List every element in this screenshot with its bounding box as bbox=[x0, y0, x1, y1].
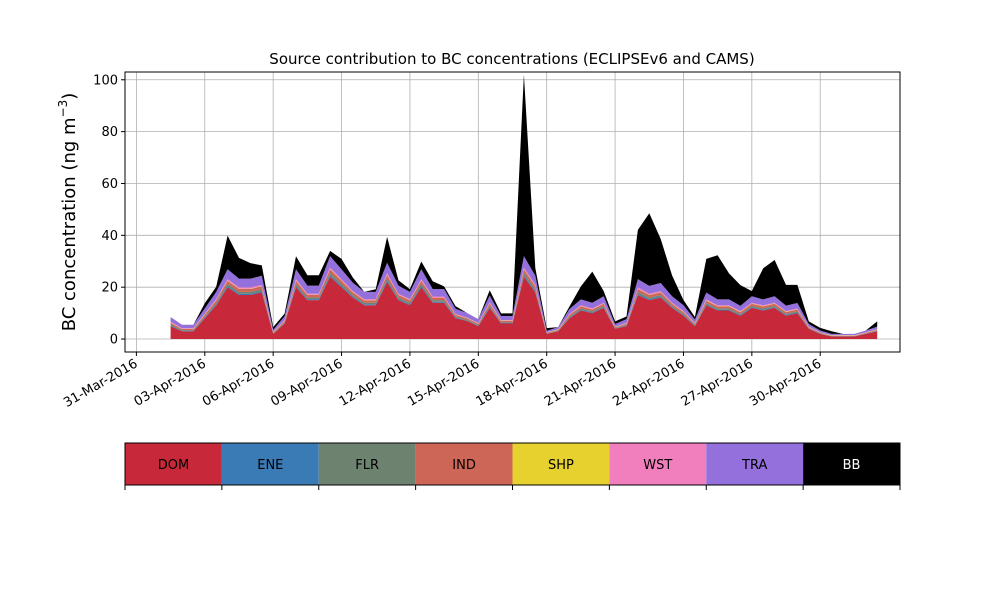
y-tick-label: 60 bbox=[101, 177, 118, 192]
legend-label-wst: WST bbox=[643, 458, 672, 473]
legend-swatch-bb bbox=[803, 443, 900, 485]
plot-frame bbox=[124, 71, 901, 353]
y-tick-label: 20 bbox=[101, 281, 118, 296]
legend-swatch-shp bbox=[512, 443, 610, 485]
legend-label-flr: FLR bbox=[355, 458, 379, 473]
legend-swatch-flr bbox=[318, 443, 416, 485]
legend-label-ind: IND bbox=[452, 458, 476, 473]
area-series-bb bbox=[170, 74, 878, 334]
legend: DOM ENE FLR IND SHP WST TRA BB bbox=[124, 442, 901, 490]
area-series-dom bbox=[170, 276, 878, 339]
legend-swatch-tra bbox=[706, 443, 804, 485]
legend-swatch-ene bbox=[221, 443, 319, 485]
legend-swatch-dom bbox=[125, 443, 222, 485]
stacked-areas bbox=[170, 74, 878, 339]
y-tick-label: 0 bbox=[110, 333, 118, 348]
y-axis-label-end: ) bbox=[59, 93, 80, 100]
legend-swatch-ind bbox=[415, 443, 513, 485]
y-tick-label: 100 bbox=[93, 73, 118, 88]
legend-label-ene: ENE bbox=[257, 458, 283, 473]
legend-label-tra: TRA bbox=[741, 458, 767, 473]
y-axis-label: BC concentration (ng m−3) bbox=[56, 93, 80, 332]
legend-label-shp: SHP bbox=[548, 458, 574, 473]
y-axis-label-exponent: −3 bbox=[56, 100, 70, 118]
y-tick-label: 40 bbox=[101, 229, 118, 244]
chart-title: Source contribution to BC concentrations… bbox=[269, 50, 754, 68]
grid-lines bbox=[125, 72, 900, 352]
legend-label-dom: DOM bbox=[158, 458, 189, 473]
y-tick-label: 80 bbox=[101, 125, 118, 140]
legend-label-bb: BB bbox=[843, 458, 861, 473]
legend-swatch-wst bbox=[609, 443, 707, 485]
y-axis-label-main: BC concentration (ng m bbox=[59, 117, 80, 331]
